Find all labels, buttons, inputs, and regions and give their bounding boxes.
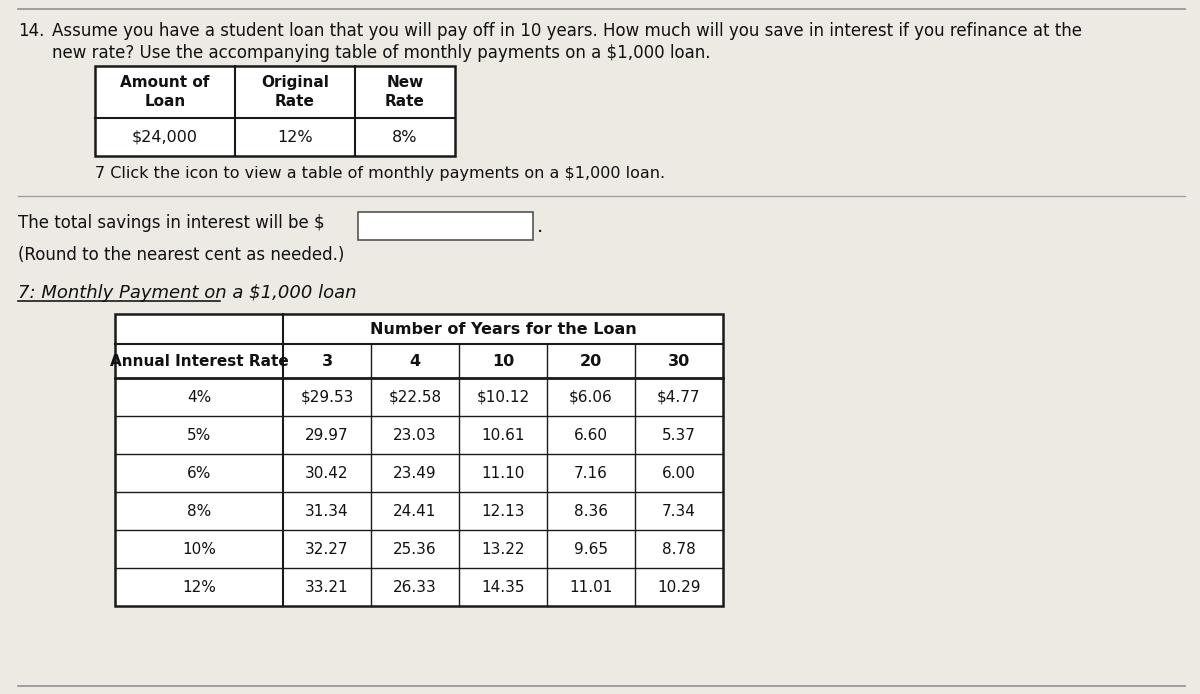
Bar <box>115 314 722 606</box>
Text: $22.58: $22.58 <box>389 389 442 405</box>
Text: Original
Rate: Original Rate <box>262 75 329 109</box>
Text: 11.01: 11.01 <box>569 579 613 595</box>
Text: 4%: 4% <box>187 389 211 405</box>
Text: The total savings in interest will be $: The total savings in interest will be $ <box>18 214 325 232</box>
Text: 30.42: 30.42 <box>305 466 349 480</box>
Text: 5%: 5% <box>187 428 211 443</box>
Text: $24,000: $24,000 <box>132 130 198 144</box>
Text: 8.78: 8.78 <box>662 541 696 557</box>
Text: 29.97: 29.97 <box>305 428 349 443</box>
Text: Number of Years for the Loan: Number of Years for the Loan <box>370 321 636 337</box>
Text: 12%: 12% <box>182 579 216 595</box>
Text: 23.03: 23.03 <box>394 428 437 443</box>
Text: 10%: 10% <box>182 541 216 557</box>
Text: (Round to the nearest cent as needed.): (Round to the nearest cent as needed.) <box>18 246 344 264</box>
Text: 14.35: 14.35 <box>481 579 524 595</box>
Text: 12.13: 12.13 <box>481 504 524 518</box>
Text: 6.60: 6.60 <box>574 428 608 443</box>
Text: 8%: 8% <box>187 504 211 518</box>
Bar <box>358 212 533 240</box>
Text: New
Rate: New Rate <box>385 75 425 109</box>
Text: 10: 10 <box>492 353 514 369</box>
Text: 23.49: 23.49 <box>394 466 437 480</box>
Text: 13.22: 13.22 <box>481 541 524 557</box>
Text: 11.10: 11.10 <box>481 466 524 480</box>
Text: Assume you have a student loan that you will pay off in 10 years. How much will : Assume you have a student loan that you … <box>52 22 1082 40</box>
Text: 26.33: 26.33 <box>394 579 437 595</box>
Text: 33.21: 33.21 <box>305 579 349 595</box>
Text: 6%: 6% <box>187 466 211 480</box>
Text: 7.16: 7.16 <box>574 466 608 480</box>
Text: .: . <box>538 217 544 235</box>
Text: 10.61: 10.61 <box>481 428 524 443</box>
Text: $4.77: $4.77 <box>658 389 701 405</box>
Text: 12%: 12% <box>277 130 313 144</box>
Text: 7.34: 7.34 <box>662 504 696 518</box>
Text: 32.27: 32.27 <box>305 541 349 557</box>
Text: 7: Monthly Payment on a $1,000 loan: 7: Monthly Payment on a $1,000 loan <box>18 284 356 302</box>
Text: 8%: 8% <box>392 130 418 144</box>
Text: 24.41: 24.41 <box>394 504 437 518</box>
Text: 30: 30 <box>668 353 690 369</box>
Text: 4: 4 <box>409 353 420 369</box>
Text: 10.29: 10.29 <box>658 579 701 595</box>
Text: 20: 20 <box>580 353 602 369</box>
Bar <box>95 66 455 156</box>
Text: 25.36: 25.36 <box>394 541 437 557</box>
Text: 5.37: 5.37 <box>662 428 696 443</box>
Text: 14.: 14. <box>18 22 44 40</box>
Text: Annual Interest Rate: Annual Interest Rate <box>109 353 288 369</box>
Text: 9.65: 9.65 <box>574 541 608 557</box>
Text: $6.06: $6.06 <box>569 389 613 405</box>
Text: 8.36: 8.36 <box>574 504 608 518</box>
Text: 7 Click the icon to view a table of monthly payments on a $1,000 loan.: 7 Click the icon to view a table of mont… <box>95 166 665 181</box>
Text: 31.34: 31.34 <box>305 504 349 518</box>
Text: 3: 3 <box>322 353 332 369</box>
Text: 6.00: 6.00 <box>662 466 696 480</box>
Text: $10.12: $10.12 <box>476 389 529 405</box>
Text: $29.53: $29.53 <box>300 389 354 405</box>
Text: new rate? Use the accompanying table of monthly payments on a $1,000 loan.: new rate? Use the accompanying table of … <box>52 44 710 62</box>
Text: Amount of
Loan: Amount of Loan <box>120 75 210 109</box>
